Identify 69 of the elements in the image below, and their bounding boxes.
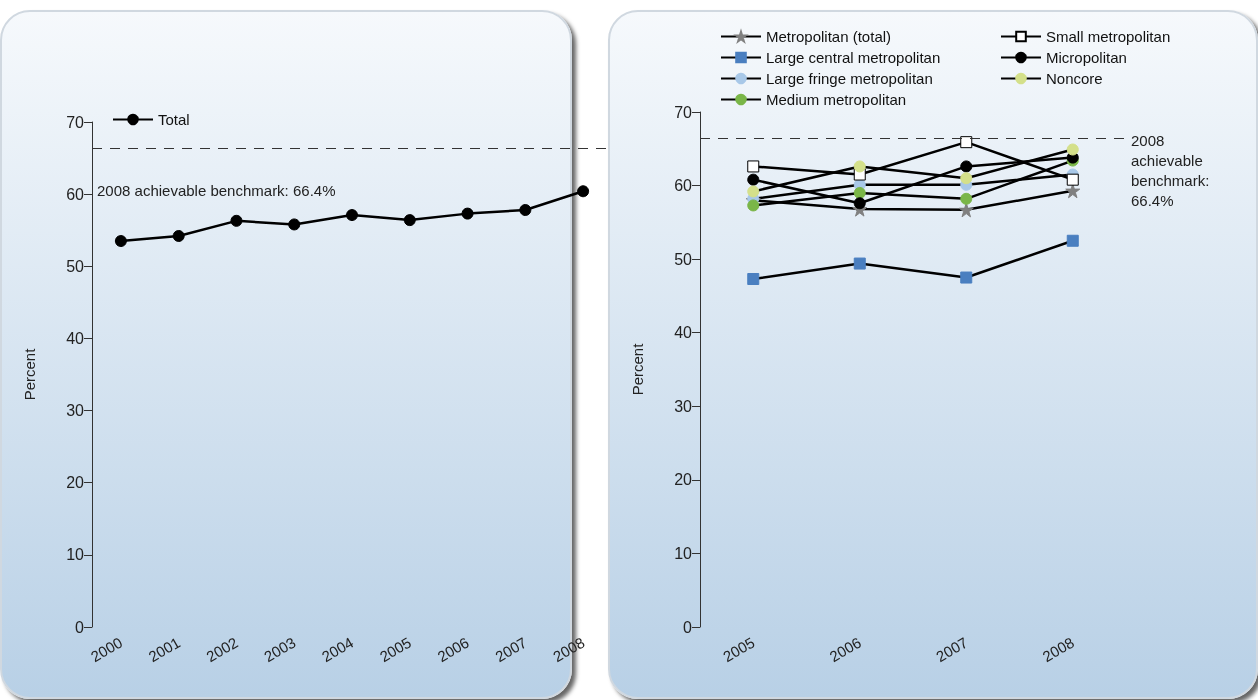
point bbox=[577, 185, 590, 198]
y-axis-title: Percent bbox=[21, 347, 38, 401]
x-tick-label: 2004 bbox=[318, 633, 357, 666]
x-tick-label: 2001 bbox=[145, 633, 183, 666]
y-tick-label: 40 bbox=[66, 329, 85, 347]
point bbox=[519, 204, 532, 217]
x-tick-label: 2006 bbox=[434, 633, 472, 666]
y-tick-label: 60 bbox=[674, 177, 693, 195]
point bbox=[747, 173, 760, 186]
y-tick-label: 20 bbox=[66, 474, 85, 492]
y-tick-label: 30 bbox=[66, 402, 85, 420]
y-tick-label: 0 bbox=[683, 618, 693, 636]
legend-label: Total bbox=[158, 111, 190, 128]
y-tick-label: 40 bbox=[674, 324, 693, 342]
x-tick-label: 2000 bbox=[87, 633, 126, 666]
point bbox=[960, 172, 973, 185]
point bbox=[1066, 143, 1079, 156]
x-tick-label: 2003 bbox=[261, 633, 299, 666]
point bbox=[403, 214, 416, 227]
x-tick-label: 2005 bbox=[376, 633, 415, 666]
x-tick-label: 2002 bbox=[203, 633, 241, 666]
y-tick-label: 10 bbox=[66, 546, 85, 564]
point bbox=[853, 197, 866, 210]
point bbox=[461, 207, 474, 220]
point bbox=[960, 160, 973, 173]
point bbox=[853, 160, 866, 173]
y-tick-label: 60 bbox=[66, 185, 85, 203]
y-tick-label: 30 bbox=[674, 397, 693, 415]
ref-line-label: 2008 achievable benchmark: 66.4% bbox=[1131, 131, 1210, 209]
x-tick-label: 2008 bbox=[549, 633, 588, 666]
point bbox=[853, 257, 866, 270]
ref-line-label: 2008 achievable benchmark: 66.4% bbox=[97, 181, 336, 199]
x-tick-label: 2008 bbox=[1039, 633, 1077, 666]
y-tick-label: 10 bbox=[674, 544, 693, 562]
legend-label: Metropolitan (total) bbox=[766, 28, 892, 45]
point bbox=[1066, 173, 1079, 186]
y-tick-label: 70 bbox=[674, 103, 693, 121]
point bbox=[960, 192, 973, 205]
legend-label: Medium metropolitan bbox=[766, 91, 907, 108]
y-tick-label: 0 bbox=[75, 618, 85, 636]
point bbox=[747, 185, 760, 198]
legend-label: Noncore bbox=[1046, 70, 1103, 87]
point bbox=[114, 235, 127, 248]
x-tick-label: 2005 bbox=[720, 633, 758, 666]
point bbox=[1066, 234, 1079, 247]
point bbox=[960, 271, 973, 284]
point bbox=[288, 218, 301, 231]
x-tick-label: 2007 bbox=[933, 633, 971, 666]
point bbox=[960, 136, 973, 149]
point bbox=[747, 160, 760, 173]
y-axis-title: Percent bbox=[629, 342, 646, 396]
point bbox=[230, 214, 243, 227]
legend-label: Large fringe metropolitan bbox=[766, 70, 933, 87]
legend-label: Large central metropolitan bbox=[766, 49, 941, 66]
point bbox=[346, 209, 358, 222]
x-tick-label: 2007 bbox=[492, 633, 530, 666]
point bbox=[747, 199, 760, 212]
x-tick-label: 2006 bbox=[826, 633, 864, 666]
y-tick-label: 50 bbox=[66, 257, 85, 275]
y-tick-label: 50 bbox=[674, 250, 693, 268]
legend-label: Small metropolitan bbox=[1046, 28, 1171, 45]
point bbox=[172, 229, 185, 242]
y-tick-label: 70 bbox=[66, 113, 85, 131]
point bbox=[958, 202, 974, 218]
point bbox=[1065, 183, 1081, 199]
point bbox=[853, 186, 866, 199]
legend-label: Micropolitan bbox=[1046, 49, 1127, 66]
point bbox=[747, 273, 760, 286]
y-tick-label: 20 bbox=[674, 471, 693, 489]
